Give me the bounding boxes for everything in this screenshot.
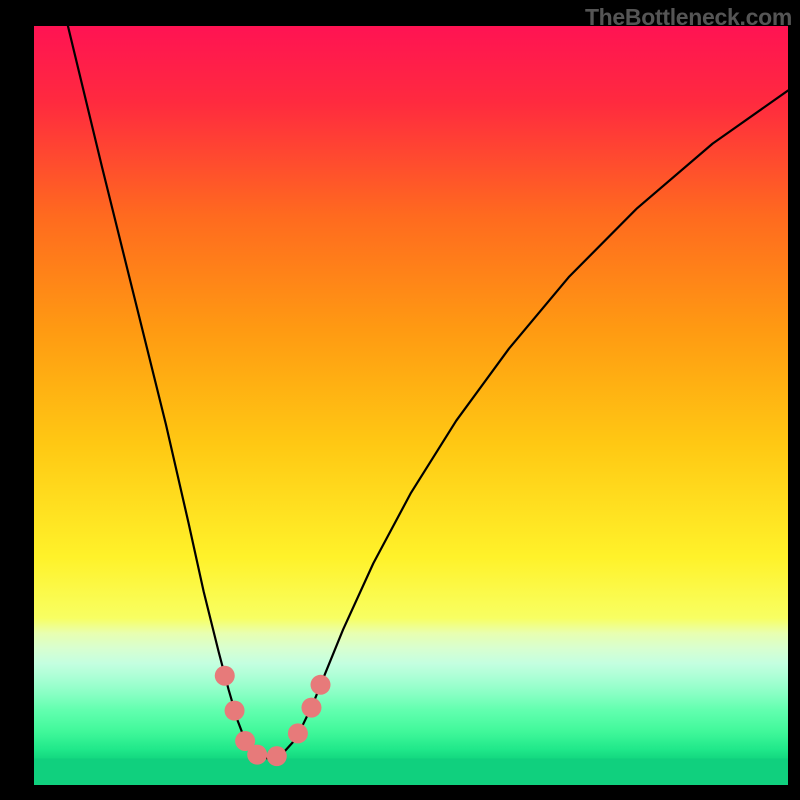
marker-dot <box>215 666 235 686</box>
bottleneck-chart <box>0 0 800 800</box>
marker-dot <box>301 698 321 718</box>
marker-dot <box>311 675 331 695</box>
bottom-green-band <box>34 758 788 785</box>
gradient-fill <box>34 26 788 785</box>
marker-dot <box>267 746 287 766</box>
marker-dot <box>247 745 267 765</box>
marker-dot <box>288 723 308 743</box>
marker-dot <box>225 701 245 721</box>
